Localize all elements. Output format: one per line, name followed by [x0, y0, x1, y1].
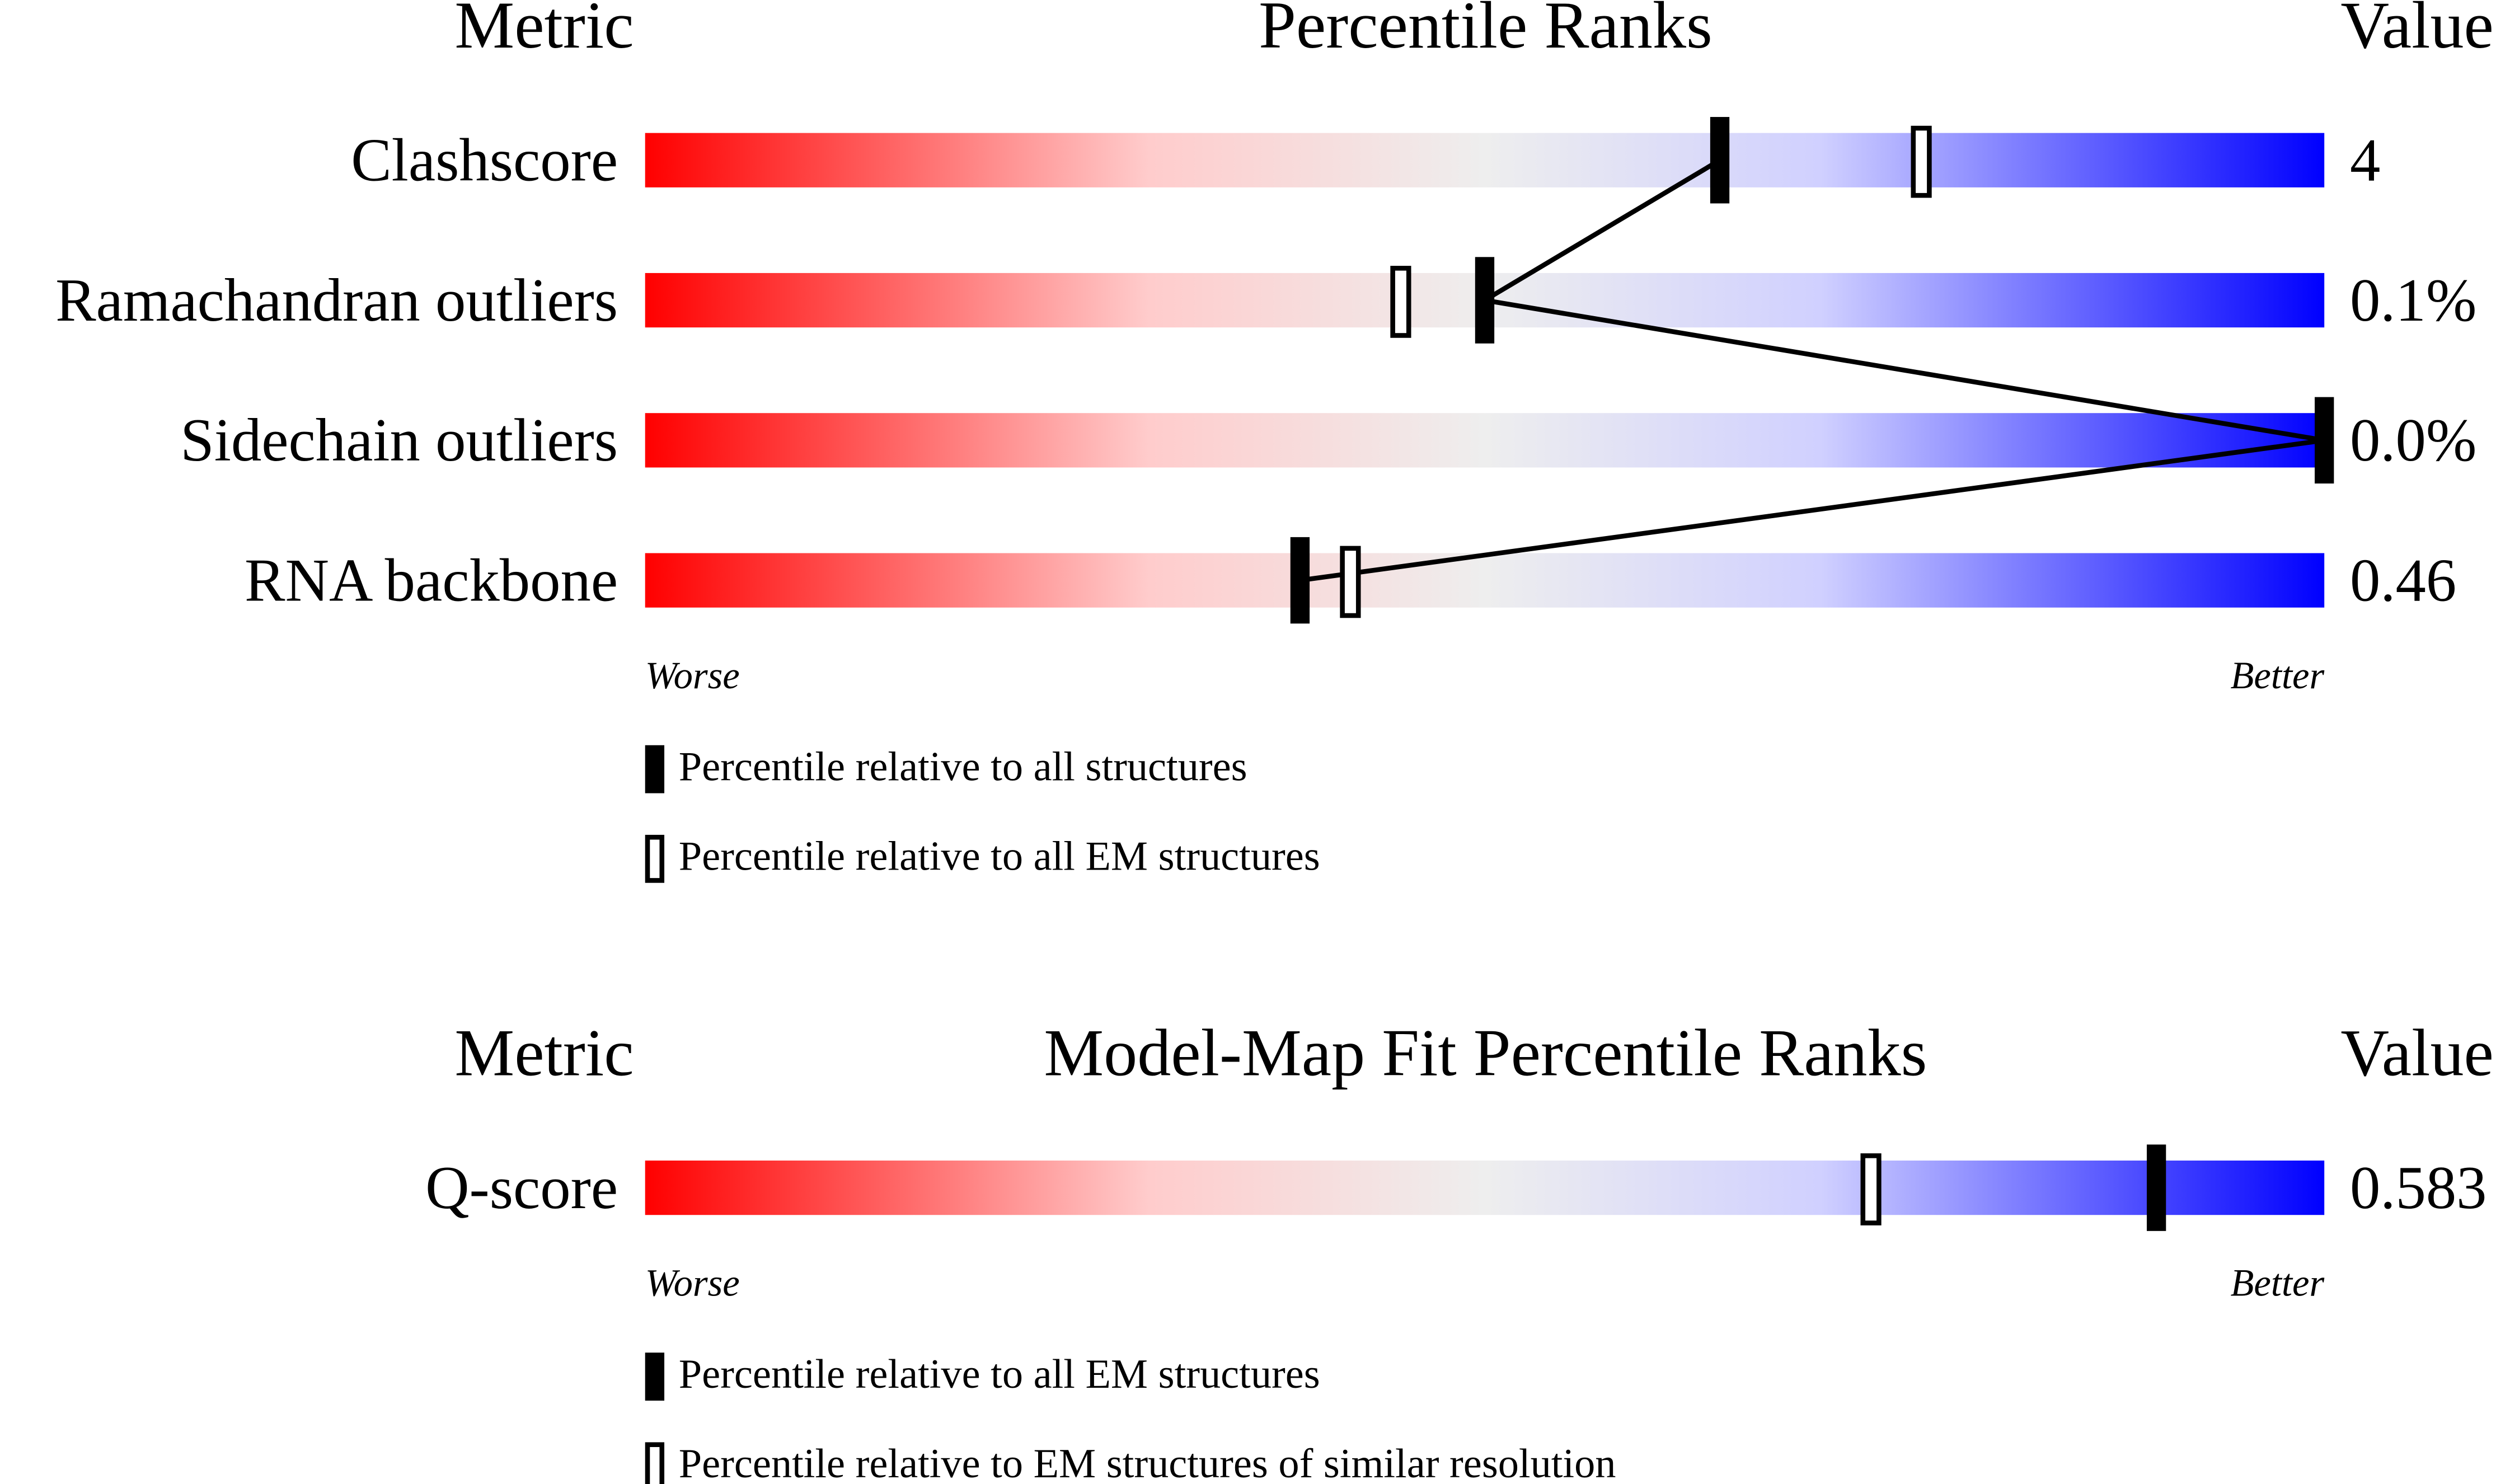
chart-title: Model-Map Fit Percentile Ranks — [1044, 1015, 1927, 1089]
percentile-marker-hollow — [1860, 1153, 1882, 1225]
metric-value: 0.46 — [2350, 546, 2456, 614]
metric-label: RNA backbone — [245, 546, 618, 614]
percentile-marker-hollow — [1390, 266, 1411, 338]
connector-line — [1299, 158, 2325, 583]
percentile-bar — [645, 553, 2325, 608]
percentile-marker-hollow — [1911, 125, 1932, 198]
left-header: Metric — [454, 1015, 634, 1089]
metric-label: Q-score — [425, 1154, 618, 1222]
percentile-bar — [645, 413, 2325, 468]
legend-symbol — [645, 745, 665, 793]
percentile-bar — [645, 133, 2325, 187]
legend-label: Percentile relative to all structures — [679, 744, 1247, 790]
metric-label: Ramachandran outliers — [55, 266, 618, 334]
metric-value: 0.583 — [2350, 1154, 2487, 1222]
metric-value: 0.0% — [2350, 406, 2476, 474]
metric-label: Clashscore — [351, 126, 618, 194]
low-label: Worse — [645, 1262, 740, 1304]
legend-label: Percentile relative to EM structures of … — [679, 1441, 1616, 1484]
legend-symbol — [645, 1352, 665, 1401]
legend-symbol — [645, 834, 665, 883]
high-label: Better — [2231, 1262, 2325, 1304]
metric-value: 0.1% — [2350, 266, 2476, 334]
percentile-marker — [2315, 397, 2334, 484]
percentile-marker — [1290, 537, 1310, 624]
metric-label: Sidechain outliers — [180, 406, 618, 474]
right-header: Value — [2340, 0, 2494, 62]
legend-label: Percentile relative to all EM structures — [679, 834, 1320, 880]
low-label: Worse — [645, 654, 740, 697]
legend-label: Percentile relative to all EM structures — [679, 1351, 1320, 1397]
left-header: Metric — [454, 0, 634, 62]
percentile-marker-hollow — [1340, 546, 1361, 618]
legend-symbol — [645, 1442, 665, 1484]
percentile-bar — [645, 1160, 2325, 1215]
percentile-marker — [1475, 257, 1495, 344]
right-header: Value — [2340, 1015, 2494, 1089]
percentile-marker — [1710, 117, 1730, 204]
metric-value: 4 — [2350, 126, 2380, 194]
chart-title: Percentile Ranks — [1259, 0, 1713, 62]
percentile-marker — [2146, 1144, 2166, 1231]
high-label: Better — [2231, 654, 2325, 697]
